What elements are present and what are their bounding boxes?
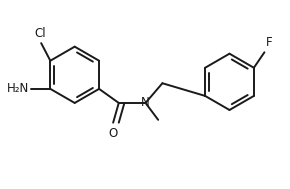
Text: F: F (266, 36, 273, 50)
Text: N: N (141, 96, 150, 109)
Text: O: O (108, 127, 118, 140)
Text: Cl: Cl (34, 27, 46, 40)
Text: H₂N: H₂N (7, 82, 29, 95)
